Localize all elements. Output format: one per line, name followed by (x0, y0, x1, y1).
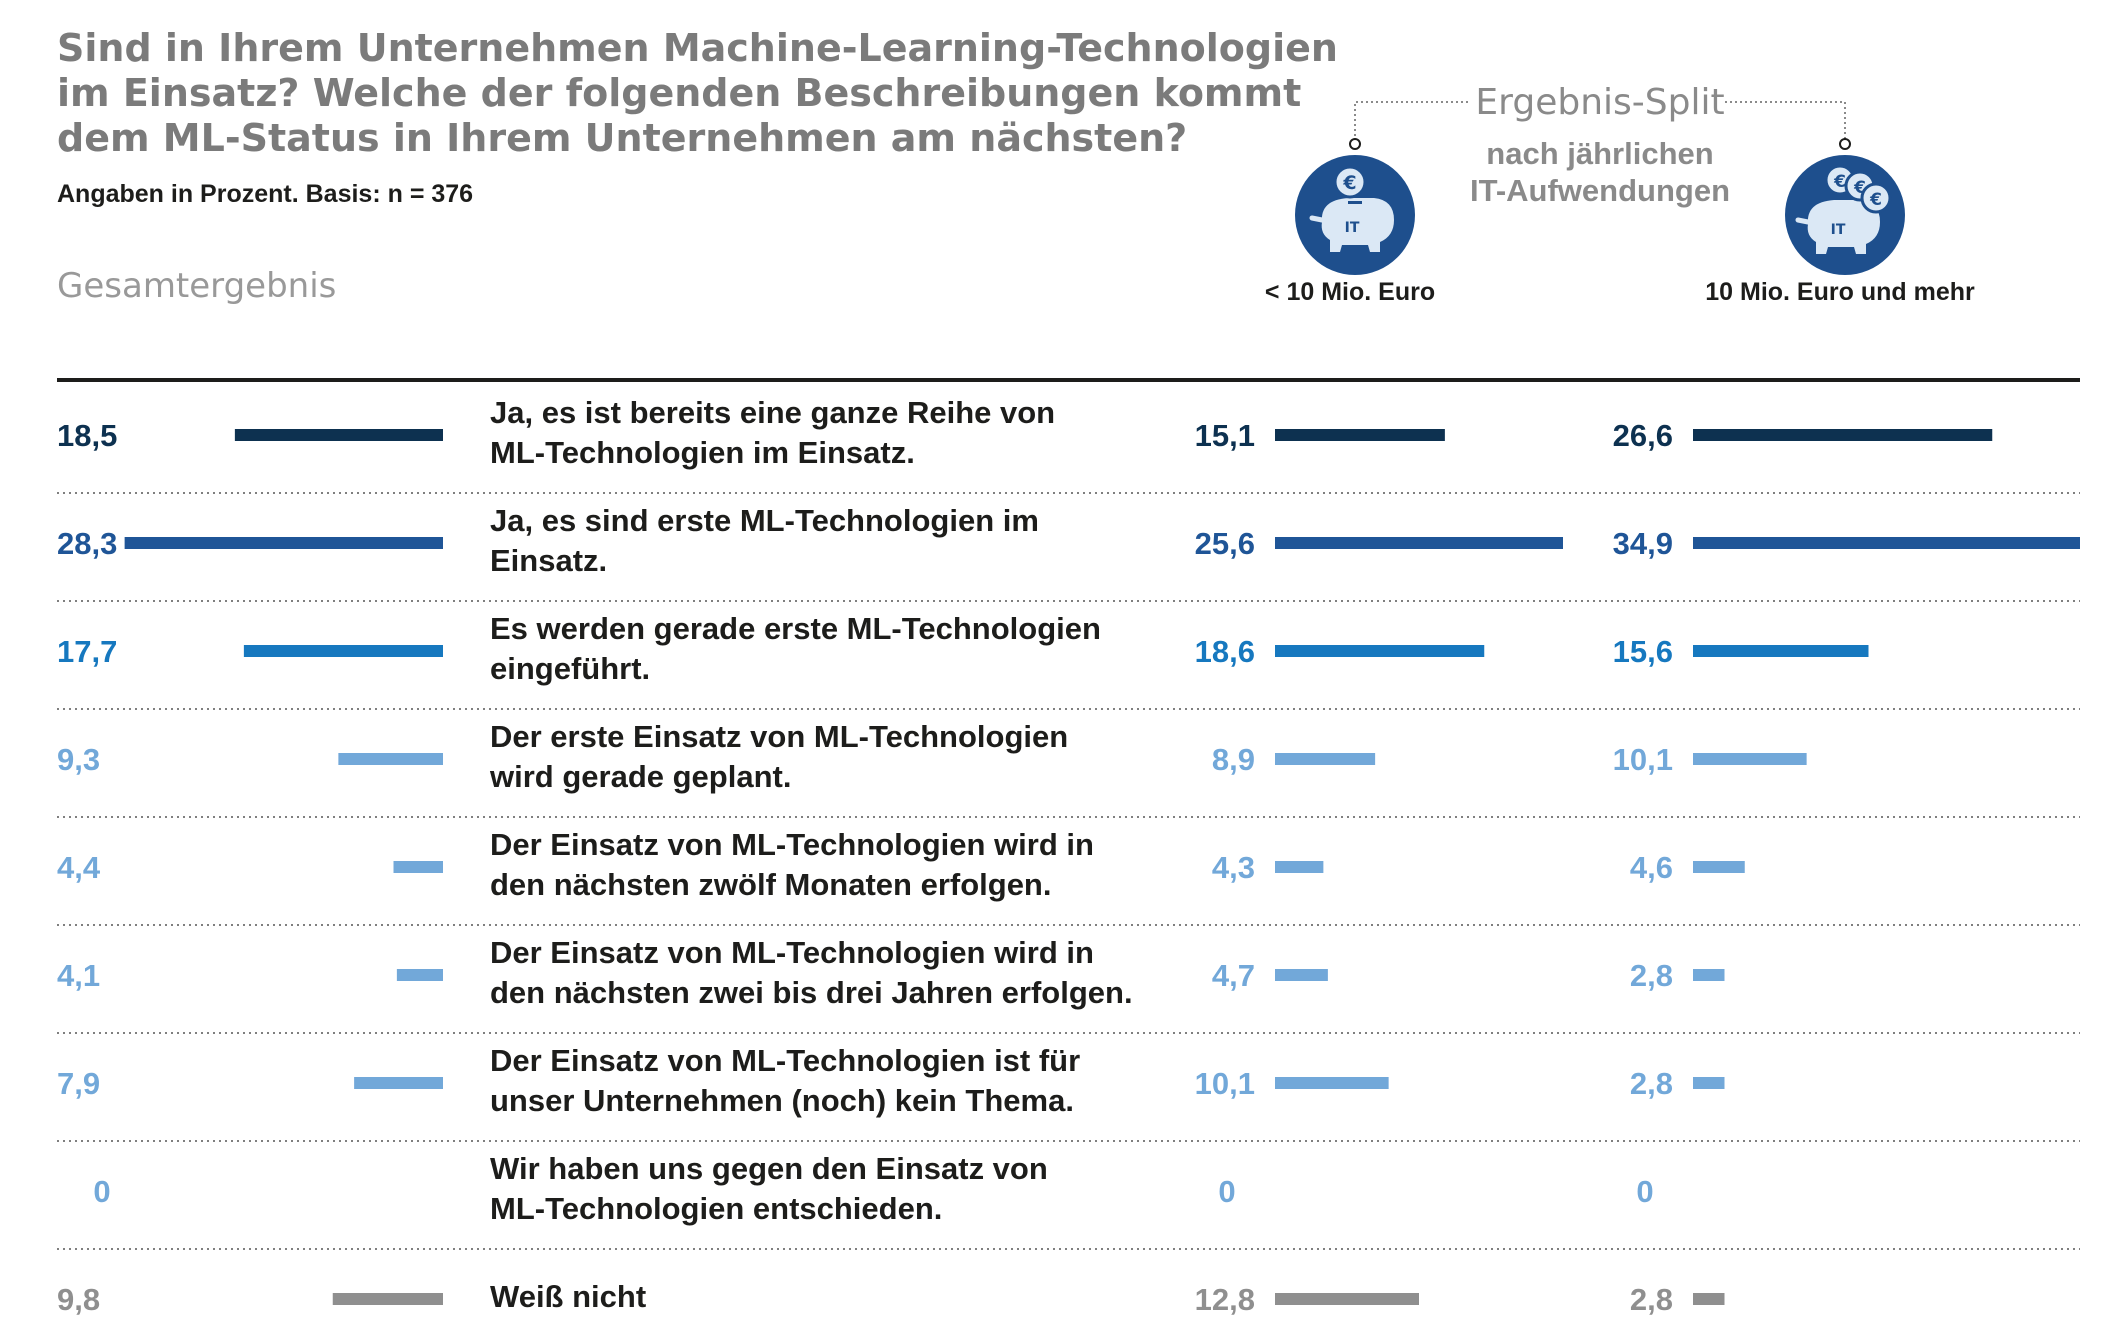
category-label-line: wird gerade geplant. (490, 759, 792, 794)
bar-overall (332, 1293, 443, 1305)
bar-under-10m (1275, 861, 1324, 873)
bar-under-10m (1275, 1293, 1419, 1305)
value-label-10m-plus: 0 (1636, 1174, 1653, 1209)
category-label-line: Es werden gerade erste ML-Technologien (490, 611, 1101, 646)
value-label-overall: 0 (93, 1174, 110, 1209)
split-subtitle: nach jährlichen IT-Aufwendungen (1430, 135, 1770, 209)
segment-label-under-10m: < 10 Mio. Euro (1264, 278, 1436, 306)
value-label-10m-plus: 2,8 (1630, 958, 1673, 993)
value-label-under-10m: 4,7 (1212, 958, 1255, 993)
bar-overall (234, 429, 443, 441)
value-label-under-10m: 12,8 (1195, 1282, 1255, 1317)
title-line-3: dem ML-Status in Ihrem Unternehmen am nä… (57, 116, 1188, 160)
bar-overall (354, 1077, 443, 1089)
title-line-2: im Einsatz? Welche der folgenden Beschre… (57, 71, 1302, 115)
bar-10m-plus (1693, 753, 1807, 765)
svg-text:€: € (1833, 172, 1846, 192)
value-label-10m-plus: 2,8 (1630, 1282, 1673, 1317)
split-subtitle-line-2: IT-Aufwendungen (1469, 173, 1731, 208)
segment-label-10m-plus: 10 Mio. Euro und mehr (1705, 278, 1975, 306)
category-label-line: unser Unternehmen (noch) kein Thema. (490, 1083, 1074, 1118)
value-label-overall: 7,9 (57, 1066, 100, 1101)
svg-text:IT: IT (1345, 220, 1360, 236)
bar-overall (243, 645, 443, 657)
category-label-line: den nächsten zwei bis drei Jahren erfolg… (490, 975, 1133, 1010)
title-line-1: Sind in Ihrem Unternehmen Machine-Learni… (57, 26, 1338, 70)
value-label-under-10m: 0 (1218, 1174, 1235, 1209)
chart-title: Sind in Ihrem Unternehmen Machine-Learni… (57, 26, 1338, 161)
value-label-10m-plus: 10,1 (1613, 742, 1673, 777)
category-label: Der Einsatz von ML-Technologien wird in d… (490, 825, 1094, 905)
chart-subtitle: Angaben in Prozent. Basis: n = 376 (57, 180, 474, 208)
bar-under-10m (1275, 753, 1376, 765)
bar-10m-plus (1693, 537, 2080, 549)
value-label-under-10m: 18,6 (1195, 634, 1255, 669)
bar-under-10m (1275, 537, 1563, 549)
category-label-line: ML-Technologien entschieden. (490, 1191, 943, 1226)
bar-10m-plus (1693, 969, 1725, 981)
category-label: Der Einsatz von ML-Technologien ist für u… (490, 1041, 1080, 1121)
category-label-line: Ja, es ist bereits eine ganze Reihe von (490, 395, 1056, 430)
piggy-bank-one-euro-icon: IT € (1295, 155, 1415, 275)
bar-overall (396, 969, 443, 981)
value-label-overall: 4,4 (57, 850, 101, 885)
category-label: Der erste Einsatz von ML-Technologien wir… (490, 717, 1068, 797)
category-label-line: Einsatz. (490, 543, 608, 578)
category-label-line: Ja, es sind erste ML-Technologien im (490, 503, 1039, 538)
value-label-10m-plus: 2,8 (1630, 1066, 1673, 1101)
category-label-line: Der erste Einsatz von ML-Technologien (490, 719, 1069, 754)
value-label-under-10m: 4,3 (1212, 850, 1255, 885)
value-label-under-10m: 25,6 (1195, 526, 1255, 561)
value-label-10m-plus: 34,9 (1613, 526, 1673, 561)
category-label: Wir haben uns gegen den Einsatz von ML-Te… (490, 1149, 1048, 1229)
category-label-line: den nächsten zwölf Monaten erfolgen. (490, 867, 1052, 902)
category-label-line: Wir haben uns gegen den Einsatz von (490, 1151, 1048, 1186)
bar-overall (338, 753, 443, 765)
category-label: Es werden gerade erste ML-Technologien ei… (490, 609, 1101, 689)
value-label-overall: 28,3 (57, 526, 117, 561)
split-subtitle-line-1: nach jährlichen (1486, 136, 1714, 171)
category-label: Ja, es ist bereits eine ganze Reihe von M… (490, 393, 1055, 473)
bar-10m-plus (1693, 429, 1993, 441)
category-label-line: ML-Technologien im Einsatz. (490, 435, 915, 470)
bar-under-10m (1275, 1077, 1389, 1089)
piggy-bank-three-euro-icon: IT € € € (1785, 155, 1905, 275)
category-label-line: eingeführt. (490, 651, 651, 686)
overall-result-label: Gesamtergebnis (57, 266, 337, 306)
bar-overall (124, 537, 443, 549)
svg-text:€: € (1869, 190, 1882, 210)
bar-under-10m (1275, 429, 1445, 441)
category-label-line: Weiß nicht (490, 1279, 647, 1314)
value-label-under-10m: 8,9 (1212, 742, 1255, 777)
bar-10m-plus (1693, 861, 1745, 873)
split-title: Ergebnis-Split (1475, 82, 1725, 123)
category-label: Der Einsatz von ML-Technologien wird in d… (490, 933, 1133, 1013)
bar-under-10m (1275, 645, 1485, 657)
bar-10m-plus (1693, 645, 1869, 657)
split-connector-lines (1349, 101, 1851, 150)
bar-10m-plus (1693, 1293, 1725, 1305)
svg-text:€: € (1342, 172, 1356, 194)
svg-text:IT: IT (1831, 222, 1846, 238)
bar-overall (393, 861, 443, 873)
value-label-10m-plus: 26,6 (1613, 418, 1673, 453)
value-label-10m-plus: 15,6 (1613, 634, 1673, 669)
category-label-line: Der Einsatz von ML-Technologien wird in (490, 827, 1094, 862)
value-label-overall: 18,5 (57, 418, 117, 453)
category-label: Ja, es sind erste ML-Technologien im Eins… (490, 501, 1039, 581)
value-label-overall: 17,7 (57, 634, 117, 669)
value-label-under-10m: 10,1 (1195, 1066, 1255, 1101)
category-label: Weiß nicht (490, 1277, 646, 1317)
category-label-line: Der Einsatz von ML-Technologien wird in (490, 935, 1094, 970)
value-label-overall: 9,8 (57, 1282, 100, 1317)
bar-10m-plus (1693, 1077, 1725, 1089)
value-label-overall: 9,3 (57, 742, 100, 777)
value-label-overall: 4,1 (57, 958, 100, 993)
value-label-under-10m: 15,1 (1195, 418, 1255, 453)
bar-under-10m (1275, 969, 1328, 981)
value-label-10m-plus: 4,6 (1630, 850, 1673, 885)
category-label-line: Der Einsatz von ML-Technologien ist für (490, 1043, 1081, 1078)
